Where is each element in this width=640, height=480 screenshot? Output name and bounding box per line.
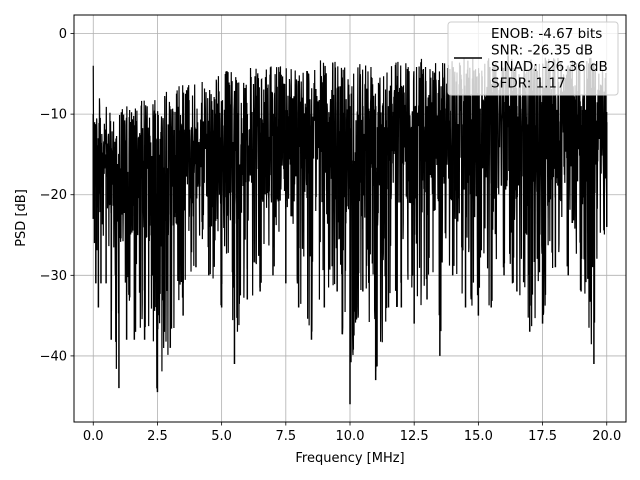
legend-entry-line: SFDR: 1.17 xyxy=(491,76,566,92)
x-axis-label: Frequency [MHz] xyxy=(295,451,404,466)
y-tick-label: −10 xyxy=(40,108,67,123)
x-tick-label: 0.0 xyxy=(83,429,104,444)
x-tick-label: 20.0 xyxy=(592,429,621,444)
x-tick-label: 15.0 xyxy=(464,429,493,444)
x-tick-label: 17.5 xyxy=(528,429,557,444)
y-tick-label: −40 xyxy=(40,349,67,364)
legend-entry-line: ENOB: -4.67 bits xyxy=(491,26,602,42)
series-layer xyxy=(92,55,608,405)
legend-entry-line: SINAD: -26.36 dB xyxy=(491,59,608,75)
y-tick-label: −20 xyxy=(40,188,67,203)
y-axis-label: PSD [dB] xyxy=(14,189,29,247)
x-tick-label: 10.0 xyxy=(336,429,365,444)
x-axis: 0.0 2.5 5.0 7.5 10.0 12.5 15.0 17.5 20.0 xyxy=(83,422,621,444)
x-tick-label: 12.5 xyxy=(400,429,429,444)
y-tick-label: 0 xyxy=(59,27,67,42)
x-tick-label: 5.0 xyxy=(211,429,232,444)
legend: ENOB: -4.67 bits SNR: -26.35 dB SINAD: -26… xyxy=(447,21,619,96)
legend-box xyxy=(447,21,619,96)
legend-entry: ENOB: -4.67 bits SNR: -26.35 dB SINAD: -26… xyxy=(491,26,608,92)
y-tick-label: −30 xyxy=(40,269,67,284)
x-tick-label: 7.5 xyxy=(275,429,296,444)
x-tick-label: 2.5 xyxy=(147,429,168,444)
y-axis: 0 −10 −20 −30 −40 xyxy=(40,27,74,364)
legend-entry-line: SNR: -26.35 dB xyxy=(491,43,593,59)
